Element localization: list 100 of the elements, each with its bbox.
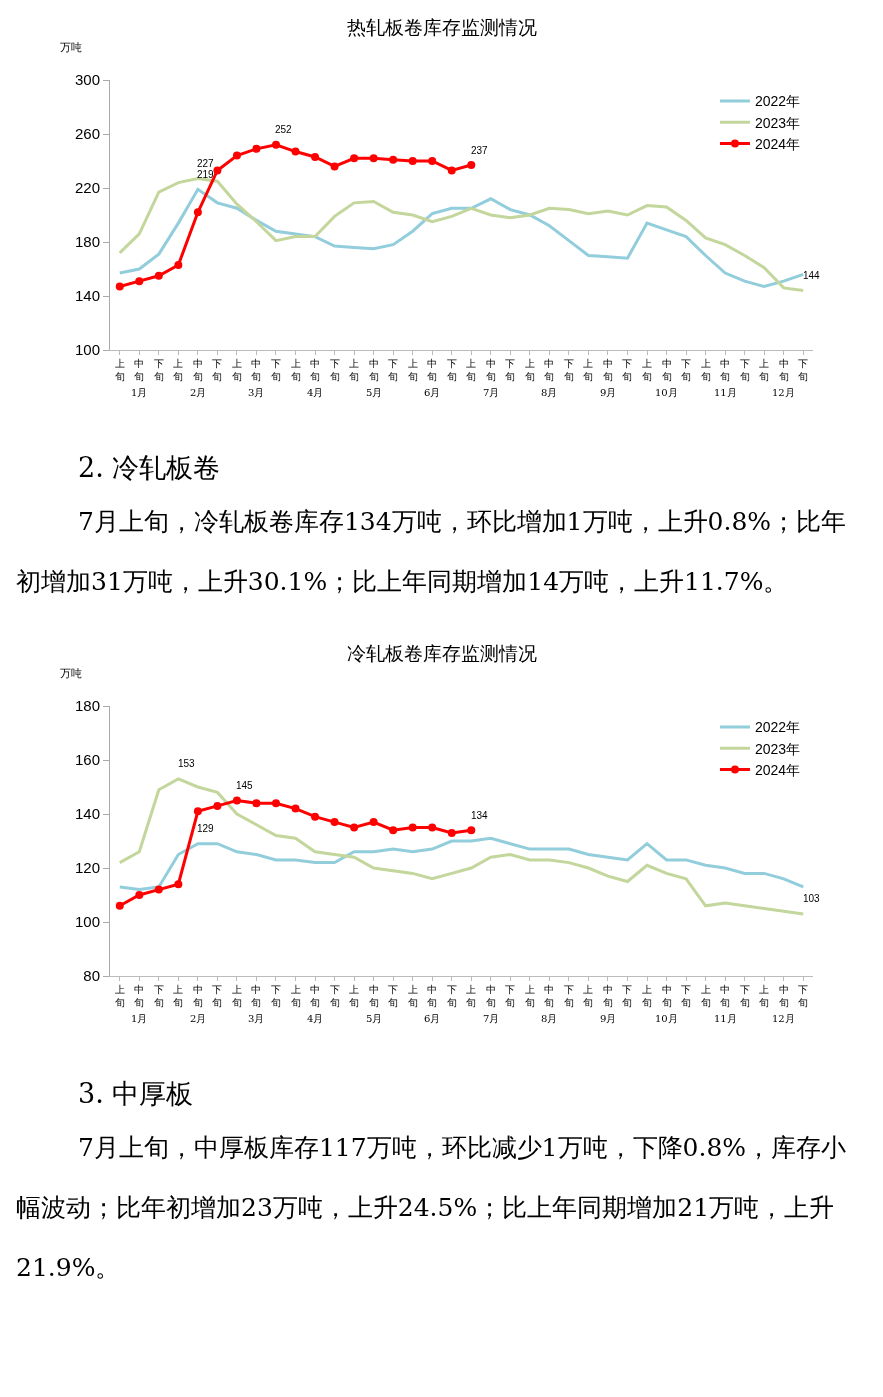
x-tick-label: 中旬: [134, 984, 145, 1008]
point: [408, 823, 417, 832]
chart-title: 热轧板卷库存监测情况: [346, 16, 537, 39]
x-tick-label: 上旬: [700, 984, 711, 1008]
x-tick-label: 上旬: [466, 984, 477, 1008]
x-tick-label: 中旬: [368, 358, 379, 382]
x-tick-label: 中旬: [544, 984, 555, 1008]
point: [252, 144, 261, 153]
text: 6月: [424, 1013, 441, 1024]
text: 4月: [307, 387, 324, 398]
y-tick-label: 220: [74, 179, 100, 197]
text: 12月: [772, 1013, 795, 1024]
x-tick-label: 上旬: [642, 358, 653, 382]
x-tick-label: 下旬: [329, 358, 340, 382]
text: 7月上旬，中厚板库存117万吨，环比减少1万吨，下降0.8%，库存小幅波动；比年初增加23万吨，上升24.5%；比上年同期增加21万吨，上升21.9%。: [16, 1133, 847, 1282]
x-tick-label: 下旬: [622, 984, 633, 1008]
x-tick-label: 下旬: [446, 984, 457, 1008]
text: 3月: [248, 387, 265, 398]
x-tick-label: 中旬: [251, 358, 262, 382]
y-tick-label: 180: [74, 697, 100, 715]
x-tick-label: 下旬: [329, 984, 340, 1008]
x-tick-label: 下旬: [212, 358, 223, 382]
x-tick-label: 下旬: [270, 358, 281, 382]
x-tick-label: 下旬: [153, 984, 164, 1008]
x-tick-label: 下旬: [505, 984, 516, 1008]
point: [271, 799, 280, 808]
legend-label: 2022年: [754, 93, 801, 110]
x-tick-label: 上旬: [173, 358, 184, 382]
x-tick-label: 中旬: [192, 984, 203, 1008]
x-tick-label: 中旬: [368, 984, 379, 1008]
point: [154, 271, 163, 280]
point: [428, 157, 437, 165]
x-tick-label: 中旬: [427, 984, 438, 1008]
y-tick-label: 140: [74, 805, 100, 823]
y-tick-label: 180: [74, 233, 100, 251]
point: [467, 161, 476, 170]
text: 8月: [541, 387, 558, 398]
y-axis-title: 万吨: [60, 667, 82, 680]
data-label: 237: [471, 145, 489, 156]
text: 2月: [190, 1013, 207, 1024]
text: 2月: [190, 387, 207, 398]
text: 6月: [424, 387, 441, 398]
point: [447, 828, 456, 837]
x-tick-label: 下旬: [798, 358, 809, 382]
point: [291, 804, 300, 813]
y-tick-label: 300: [74, 71, 100, 89]
point: [389, 155, 398, 164]
legend-label: 2024年: [754, 135, 801, 152]
text: 12月: [772, 387, 795, 398]
text: 5月: [366, 1013, 383, 1024]
point: [369, 818, 378, 827]
legend-label: 2024年: [754, 761, 801, 778]
point: [311, 152, 320, 161]
x-tick-label: 下旬: [212, 984, 223, 1008]
x-tick-label: 中旬: [720, 358, 731, 382]
point: [193, 807, 202, 816]
y-axis-title: 万吨: [60, 41, 82, 54]
point: [115, 282, 124, 291]
x-tick-label: 下旬: [388, 984, 399, 1008]
legend-label: 2023年: [754, 114, 801, 131]
x-tick-label: 上旬: [524, 358, 535, 382]
x-tick-label: 中旬: [485, 358, 496, 382]
y-tick-label: 80: [83, 967, 100, 985]
x-tick-label: 上旬: [407, 984, 418, 1008]
x-tick-label: 下旬: [681, 358, 692, 382]
text: 7月: [483, 387, 500, 398]
data-label: 134: [471, 810, 489, 821]
x-tick-label: 上旬: [759, 358, 770, 382]
x-tick-label: 上旬: [759, 984, 770, 1008]
x-tick-label: 下旬: [505, 358, 516, 382]
point: [369, 154, 378, 163]
x-tick-label: 下旬: [798, 984, 809, 1008]
x-tick-label: 中旬: [661, 358, 672, 382]
text: 2. 冷轧板卷: [78, 451, 222, 485]
x-tick-label: 上旬: [114, 358, 125, 382]
y-tick-label: 100: [74, 341, 100, 359]
point: [271, 140, 280, 149]
text: 5月: [366, 387, 383, 398]
data-label: 227: [197, 158, 215, 169]
x-tick-label: 上旬: [524, 984, 535, 1008]
x-tick-label: 中旬: [310, 358, 321, 382]
x-tick-label: 下旬: [270, 984, 281, 1008]
data-label: 252: [275, 124, 293, 135]
point: [428, 823, 437, 832]
text: 4月: [307, 1013, 324, 1024]
point: [154, 885, 163, 894]
x-tick-label: 上旬: [349, 984, 360, 1008]
point: [389, 826, 398, 835]
legend-label: 2023年: [754, 740, 801, 757]
text: 11月: [714, 387, 737, 398]
point: [330, 818, 339, 827]
text: 11月: [714, 1013, 737, 1024]
legend-label: 2022年: [754, 719, 801, 736]
text: 1月: [131, 1013, 148, 1024]
x-tick-label: 上旬: [466, 358, 477, 382]
x-tick-label: 上旬: [349, 358, 360, 382]
text: 10月: [655, 387, 678, 398]
x-tick-label: 中旬: [602, 358, 613, 382]
x-tick-label: 上旬: [290, 358, 301, 382]
point: [135, 891, 144, 899]
